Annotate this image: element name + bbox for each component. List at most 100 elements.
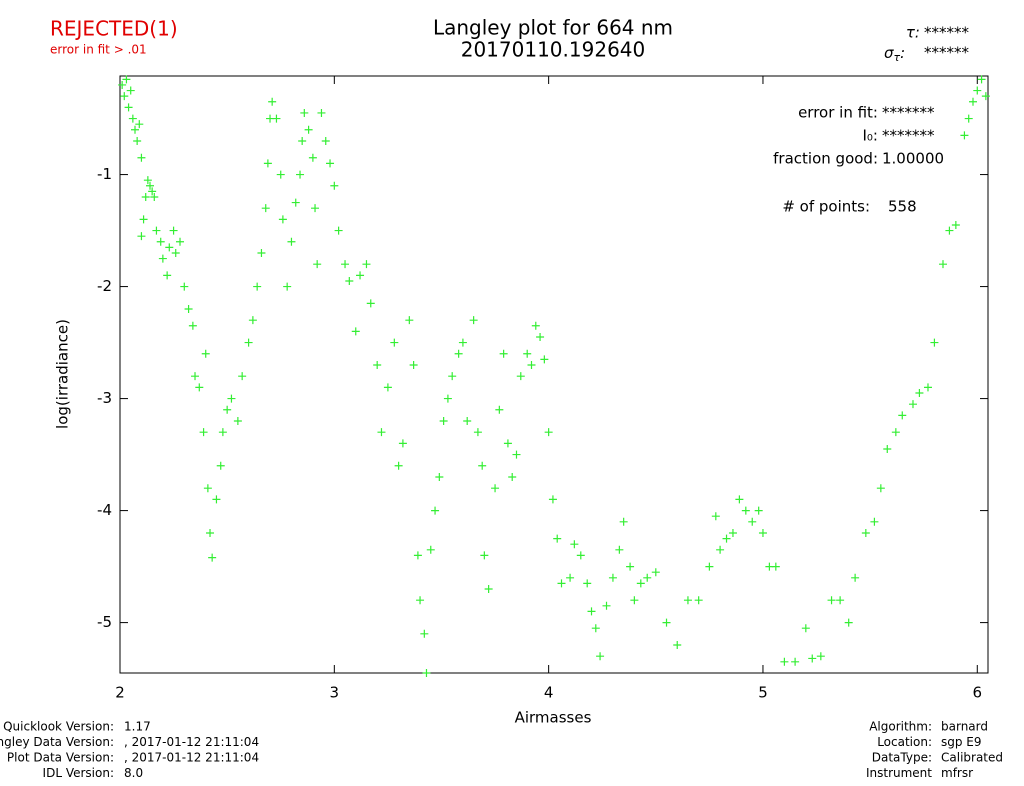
- footer-label: Algorithm:: [869, 720, 932, 734]
- point: [420, 629, 429, 638]
- footer-value: , 2017-01-12 21:11:04: [124, 735, 259, 749]
- footer-label: Plot Data Version:: [7, 751, 114, 765]
- point: [771, 562, 780, 571]
- point: [619, 517, 628, 526]
- point: [973, 86, 982, 95]
- point: [158, 254, 167, 263]
- footer: Quicklook Version: 1.17 Langley Data Versi…: [0, 720, 1003, 781]
- point: [435, 472, 444, 481]
- chart-subtitle: 20170110.192640: [461, 38, 646, 62]
- point: [199, 428, 208, 437]
- point: [128, 114, 137, 123]
- x-tick-label: 2: [115, 684, 125, 702]
- point: [124, 103, 133, 112]
- x-tick-label: 4: [544, 684, 554, 702]
- point: [156, 237, 165, 246]
- footer-label: Location:: [877, 735, 932, 749]
- point: [304, 125, 313, 134]
- point: [163, 271, 172, 280]
- point: [583, 579, 592, 588]
- point: [272, 114, 281, 123]
- y-tick-label: -1: [97, 165, 112, 183]
- point: [938, 260, 947, 269]
- point: [120, 92, 129, 101]
- point: [308, 153, 317, 162]
- point: [977, 75, 986, 84]
- point: [227, 394, 236, 403]
- stat-label: # of points:: [782, 198, 870, 216]
- point: [735, 495, 744, 504]
- stat-label: error in fit:: [798, 104, 878, 122]
- point: [557, 579, 566, 588]
- point: [463, 416, 472, 425]
- y-tick-label: -5: [97, 613, 112, 631]
- point: [191, 372, 200, 381]
- point: [591, 624, 600, 633]
- footer-value: mfrsr: [941, 766, 973, 780]
- point: [587, 607, 596, 616]
- point: [416, 596, 425, 605]
- point: [923, 383, 932, 392]
- point: [394, 461, 403, 470]
- point: [141, 192, 150, 201]
- point: [728, 528, 737, 537]
- footer-value: 1.17: [124, 720, 151, 734]
- point: [527, 360, 536, 369]
- point: [891, 428, 900, 437]
- point: [422, 669, 431, 677]
- point: [431, 506, 440, 515]
- point: [137, 153, 146, 162]
- point: [694, 596, 703, 605]
- plot-frame: [119, 75, 989, 674]
- point: [409, 360, 418, 369]
- point: [150, 192, 159, 201]
- point: [791, 657, 800, 666]
- point: [126, 86, 135, 95]
- point: [212, 495, 221, 504]
- point: [334, 226, 343, 235]
- point: [261, 204, 270, 213]
- stat-label: fraction good:: [773, 150, 878, 168]
- point: [827, 596, 836, 605]
- point: [287, 237, 296, 246]
- point: [576, 551, 585, 560]
- point: [296, 170, 305, 179]
- sigma-symbol: σ: [884, 44, 894, 62]
- point: [326, 159, 335, 168]
- point: [643, 573, 652, 582]
- point: [566, 573, 575, 582]
- point: [930, 338, 939, 347]
- point: [478, 461, 487, 470]
- point: [257, 248, 266, 257]
- stat-label: I₀:: [863, 127, 879, 145]
- point: [171, 248, 180, 257]
- point: [439, 416, 448, 425]
- point: [377, 428, 386, 437]
- point: [758, 528, 767, 537]
- point: [516, 372, 525, 381]
- point: [195, 383, 204, 392]
- point: [480, 551, 489, 560]
- point: [705, 562, 714, 571]
- point: [148, 187, 157, 196]
- point: [362, 260, 371, 269]
- point: [608, 573, 617, 582]
- y-axis-label: log(irradiance): [54, 319, 72, 429]
- sigma-sub: τ: [894, 51, 901, 64]
- point: [345, 276, 354, 285]
- point: [473, 428, 482, 437]
- point: [630, 596, 639, 605]
- point: [413, 551, 422, 560]
- point: [223, 405, 232, 414]
- point: [951, 220, 960, 229]
- point: [165, 243, 174, 252]
- point: [351, 327, 360, 336]
- point: [722, 534, 731, 543]
- point: [536, 332, 545, 341]
- point: [548, 495, 557, 504]
- footer-label: Quicklook Version:: [3, 720, 114, 734]
- point: [780, 657, 789, 666]
- sigma-colon: :: [900, 44, 905, 62]
- stat-value: *******: [882, 104, 935, 122]
- point: [356, 271, 365, 280]
